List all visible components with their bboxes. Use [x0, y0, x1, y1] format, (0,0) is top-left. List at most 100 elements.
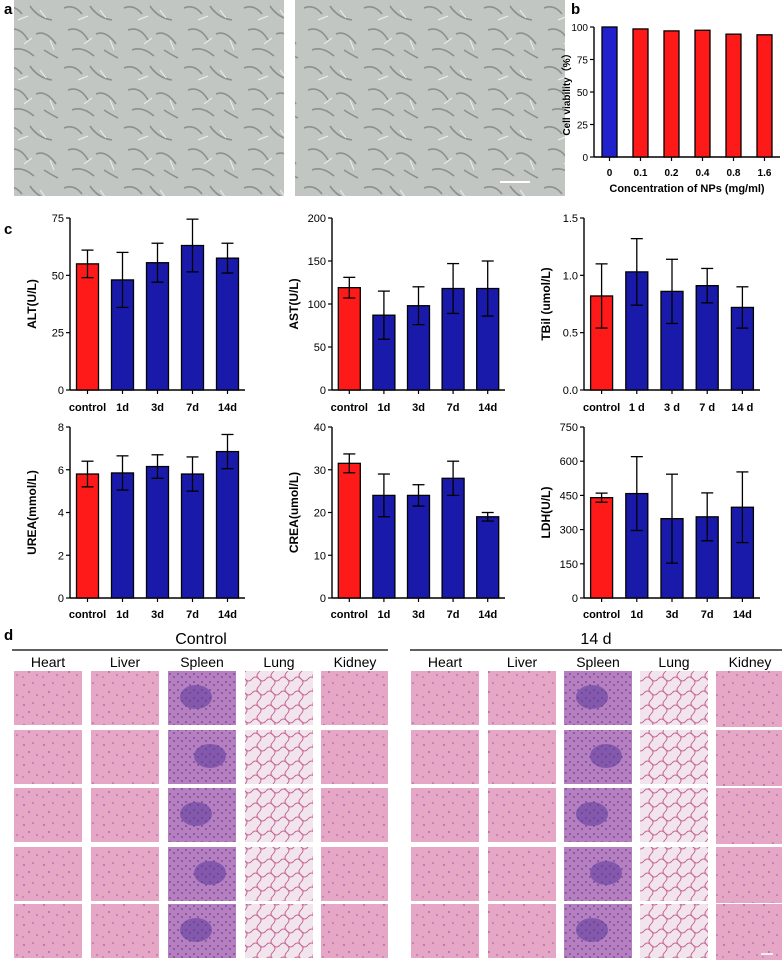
- y-tick-label: 75: [577, 56, 589, 67]
- y-tick-label: 150: [308, 256, 326, 268]
- y-tick-label: 0: [582, 153, 588, 164]
- x-tick-label: 0.4: [696, 168, 710, 179]
- organ-label-lung: Lung: [263, 654, 294, 670]
- x-tick-label: 3d: [412, 609, 425, 621]
- panel-label-a: a: [4, 1, 13, 18]
- x-tick-label: 0: [607, 168, 613, 179]
- chart-alt: 0 25 50 75 ALT(U/L) control 1d 3d 7d 14d: [25, 213, 245, 414]
- x-tick-label: 1d: [116, 402, 129, 414]
- bar: [110, 472, 135, 599]
- panel-label-d: d: [4, 627, 13, 644]
- he-tile-kidney: [716, 730, 782, 786]
- y-tick-label: 2: [58, 550, 64, 562]
- he-tile-heart: [411, 847, 479, 901]
- he-tile-kidney: [716, 788, 782, 844]
- y-tick-label: 0: [58, 385, 64, 397]
- x-tick-label: control: [583, 402, 620, 414]
- he-tile-liver: [488, 788, 556, 842]
- bar: [75, 473, 100, 599]
- bar: [406, 494, 431, 599]
- chart-urea: 0 2 4 6 8 UREA(mmol/L) control 1d 3d 7d 14d: [25, 422, 245, 621]
- x-tick-label: 0.1: [634, 168, 648, 179]
- he-tile-heart: [14, 730, 82, 784]
- x-tick-label: 1 d: [629, 402, 645, 414]
- x-tick-label: 1d: [116, 609, 129, 621]
- spleen-follicle: [590, 744, 622, 768]
- spleen-follicle: [194, 861, 226, 885]
- he-tile-lung: [640, 730, 708, 784]
- x-tick-label: 3d: [666, 609, 679, 621]
- y-axis-label: LDH(U/L): [539, 487, 553, 539]
- bar: [215, 450, 240, 599]
- bar: [632, 28, 649, 158]
- chart-ldh: 0 150 300 450 600 750 LDH(U/L) control 1d 3d 7d 14d: [539, 422, 760, 621]
- y-axis-label: CREA(umol/L): [287, 472, 301, 553]
- organ-label-spleen: Spleen: [576, 654, 620, 670]
- bar: [215, 257, 240, 391]
- he-tile-kidney: [716, 847, 782, 903]
- y-tick-label: 10: [314, 550, 326, 562]
- he-tile-liver: [91, 730, 159, 784]
- x-tick-label: 14d: [218, 609, 237, 621]
- chart-tbil: 0.0 0.5 1.0 1.5 TBil (umol/L) control 1 d 3 d 7 …: [539, 213, 760, 414]
- group-label-14d: 14 d: [580, 631, 611, 648]
- x-tick-label: 7d: [447, 402, 460, 414]
- x-tick-label: control: [69, 609, 106, 621]
- chart-b: 0 25 50 75 100 Cell viability（%） 0 0.1 0.2 0.4 0.8…: [560, 23, 780, 195]
- x-tick-label: 7d: [186, 402, 199, 414]
- spleen-follicle: [180, 802, 212, 826]
- x-tick-label: 1d: [630, 609, 643, 621]
- y-axis-label: TBil (umol/L): [539, 267, 553, 340]
- he-tile-heart: [14, 904, 82, 958]
- y-axis-label: AST(U/L): [287, 278, 301, 329]
- spleen-follicle: [590, 861, 622, 885]
- y-axis-label: UREA(mmol/L): [25, 470, 39, 555]
- bar: [337, 462, 361, 599]
- he-tile-kidney: [321, 788, 388, 842]
- x-tick-label: 3 d: [664, 402, 680, 414]
- y-tick-label: 4: [58, 508, 64, 520]
- organ-label-kidney: Kidney: [729, 654, 772, 670]
- y-tick-label: 100: [571, 23, 588, 34]
- he-tile-heart: [14, 847, 82, 901]
- y-tick-label: 40: [314, 422, 326, 434]
- he-tile-lung: [245, 730, 313, 784]
- x-tick-label: 1.6: [758, 168, 772, 179]
- y-tick-label: 0: [58, 593, 64, 605]
- y-tick-label: 8: [58, 422, 64, 434]
- y-tick-label: 150: [560, 559, 578, 571]
- he-tile-liver: [488, 671, 556, 725]
- y-tick-label: 750: [560, 422, 578, 434]
- organ-label-heart: Heart: [428, 654, 462, 670]
- y-tick-label: 25: [577, 121, 589, 132]
- he-tile-lung: [640, 788, 708, 842]
- he-tile-kidney: [321, 671, 388, 725]
- panel-label-b: b: [571, 1, 580, 18]
- spleen-follicle: [576, 685, 608, 709]
- spleen-follicle: [576, 802, 608, 826]
- x-tick-label: 1d: [377, 609, 390, 621]
- y-tick-label: 50: [52, 270, 64, 282]
- y-tick-label: 600: [560, 456, 578, 468]
- bar: [725, 33, 742, 158]
- y-tick-label: 50: [314, 342, 326, 354]
- y-tick-label: 200: [308, 213, 326, 225]
- y-tick-label: 25: [52, 328, 64, 340]
- organ-label-kidney: Kidney: [334, 654, 377, 670]
- spleen-follicle: [194, 744, 226, 768]
- spleen-follicle: [180, 685, 212, 709]
- x-tick-label: control: [331, 402, 368, 414]
- he-tile-heart: [14, 788, 82, 842]
- x-tick-label: 14d: [733, 609, 752, 621]
- x-tick-label: 3d: [412, 402, 425, 414]
- x-tick-label: 3d: [151, 609, 164, 621]
- panel-label-c: c: [4, 221, 12, 238]
- y-tick-label: 300: [560, 525, 578, 537]
- he-tile-liver: [91, 904, 159, 958]
- spleen-follicle: [180, 918, 212, 942]
- he-tile-heart: [411, 671, 479, 725]
- he-tile-liver: [488, 730, 556, 784]
- y-tick-label: 0.5: [563, 328, 578, 340]
- x-tick-label: 0.8: [727, 168, 741, 179]
